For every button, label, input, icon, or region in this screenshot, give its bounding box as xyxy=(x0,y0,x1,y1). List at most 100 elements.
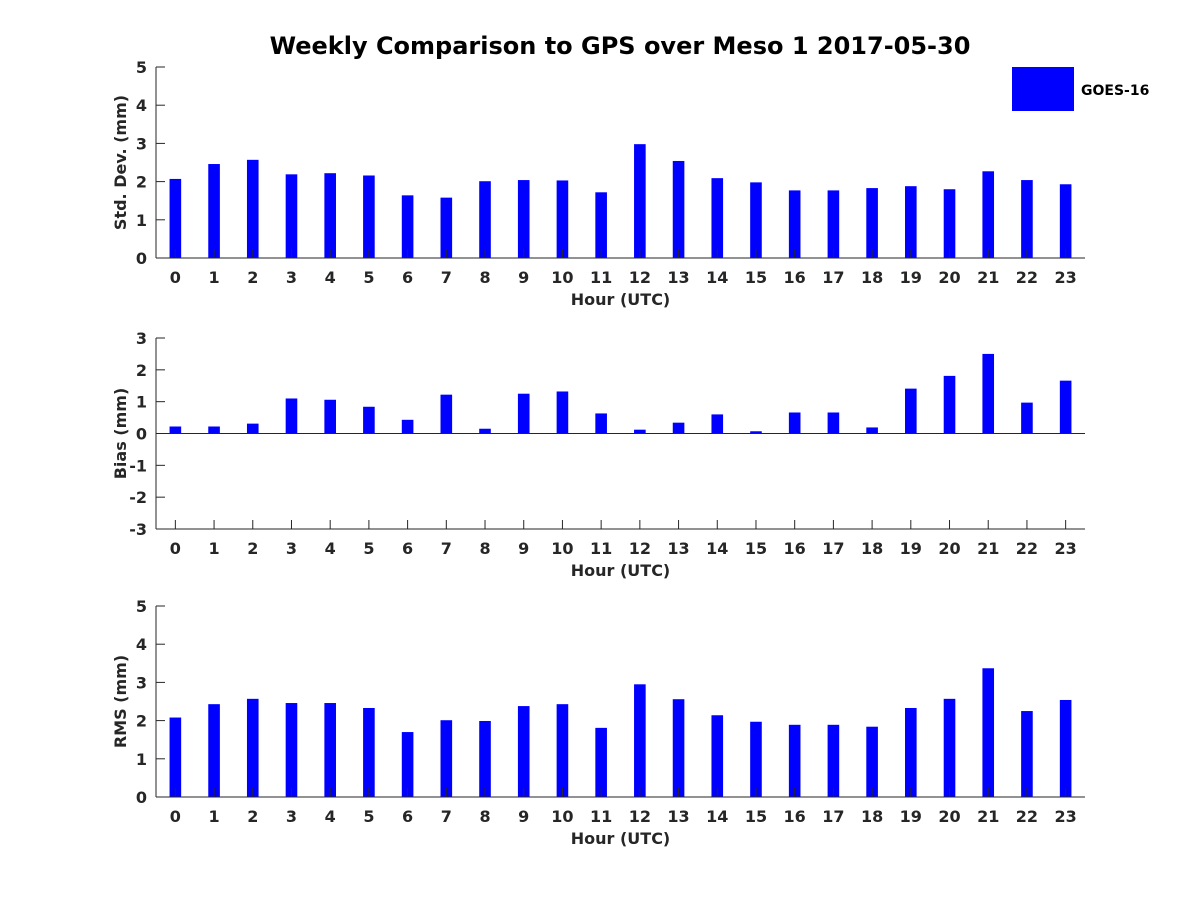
bar-panel-1-hour-18 xyxy=(866,188,878,258)
x-tick-label-panel-3: 7 xyxy=(441,807,452,826)
bar-panel-1-hour-3 xyxy=(285,174,298,258)
y-tick-label-panel-2: 3 xyxy=(136,329,147,348)
x-tick-label-panel-3: 6 xyxy=(402,807,413,826)
bar-panel-2-hour-13 xyxy=(672,422,685,434)
x-tick-label-panel-3: 23 xyxy=(1055,807,1077,826)
x-tick-label-panel-1: 7 xyxy=(441,268,452,287)
bar-panel-2-hour-14 xyxy=(711,414,724,434)
x-tick-label-panel-1: 2 xyxy=(247,268,258,287)
bar-panel-3-hour-20 xyxy=(943,698,956,797)
x-tick-label-panel-3: 10 xyxy=(551,807,573,826)
x-tick-label-panel-1: 3 xyxy=(286,268,297,287)
x-tick-label-panel-2: 8 xyxy=(479,539,490,558)
bar-panel-3-hour-16 xyxy=(788,724,801,797)
x-tick-label-panel-1: 6 xyxy=(402,268,413,287)
bar-panel-1-hour-15 xyxy=(750,182,762,258)
bar-panel-1-hour-16 xyxy=(788,190,801,258)
bar-panel-3-hour-21 xyxy=(982,668,995,797)
bar-panel-2-hour-16 xyxy=(788,412,801,434)
x-tick-label-panel-3: 5 xyxy=(363,807,374,826)
x-tick-label-panel-2: 4 xyxy=(325,539,336,558)
x-tick-label-panel-1: 12 xyxy=(629,268,651,287)
bar-panel-1-hour-11 xyxy=(595,192,607,258)
bar-panel-3-hour-9 xyxy=(517,706,530,797)
bar-panel-3-hour-5 xyxy=(363,707,375,797)
x-tick-label-panel-3: 4 xyxy=(325,807,336,826)
x-tick-label-panel-3: 20 xyxy=(938,807,960,826)
bar-panel-2-hour-17 xyxy=(827,412,840,434)
bar-panel-1-hour-14 xyxy=(711,178,724,258)
x-tick-label-panel-3: 21 xyxy=(977,807,999,826)
bar-panel-2-hour-11 xyxy=(595,413,607,434)
bar-panel-3-hour-15 xyxy=(750,721,762,797)
y-tick-label-panel-1: 1 xyxy=(136,211,147,230)
x-tick-label-panel-3: 15 xyxy=(745,807,767,826)
x-tick-label-panel-3: 17 xyxy=(822,807,844,826)
bar-panel-1-hour-13 xyxy=(672,160,685,258)
y-tick-label-panel-2: -2 xyxy=(129,488,147,507)
x-tick-label-panel-2: 10 xyxy=(551,539,573,558)
x-tick-label-panel-1: 22 xyxy=(1016,268,1038,287)
y-tick-label-panel-1: 2 xyxy=(136,173,147,192)
y-tick-label-panel-2: -1 xyxy=(129,456,147,475)
bar-panel-1-hour-21 xyxy=(982,171,995,258)
x-tick-label-panel-2: 21 xyxy=(977,539,999,558)
bar-panel-3-hour-6 xyxy=(401,732,414,797)
y-tick-label-panel-2: 0 xyxy=(136,425,147,444)
bar-panel-2-hour-1 xyxy=(208,426,220,434)
x-tick-label-panel-3: 8 xyxy=(479,807,490,826)
bar-panel-2-hour-19 xyxy=(905,388,917,434)
bar-panel-3-hour-19 xyxy=(905,707,917,797)
y-tick-label-panel-1: 3 xyxy=(136,134,147,153)
bar-panel-3-hour-23 xyxy=(1059,699,1072,797)
legend-swatch-goes-16 xyxy=(1012,67,1074,111)
x-tick-label-panel-3: 1 xyxy=(208,807,219,826)
bar-panel-1-hour-22 xyxy=(1021,180,1033,258)
y-tick-label-panel-2: -3 xyxy=(129,520,147,539)
bar-panel-2-hour-9 xyxy=(517,393,530,434)
y-tick-label-panel-3: 3 xyxy=(136,673,147,692)
x-tick-label-panel-2: 23 xyxy=(1055,539,1077,558)
bar-panel-2-hour-12 xyxy=(634,429,646,434)
bar-panel-1-hour-5 xyxy=(363,175,375,258)
bar-panel-1-hour-9 xyxy=(517,180,530,258)
legend: GOES-16 xyxy=(1012,67,1149,111)
x-tick-label-panel-1: 10 xyxy=(551,268,573,287)
bar-panel-1-hour-0 xyxy=(169,178,182,258)
bar-panel-3-hour-8 xyxy=(479,720,491,797)
x-tick-label-panel-1: 14 xyxy=(706,268,728,287)
x-tick-label-panel-3: 0 xyxy=(170,807,181,826)
x-tick-label-panel-3: 19 xyxy=(900,807,922,826)
x-tick-label-panel-2: 2 xyxy=(247,539,258,558)
x-axis-label-panel-1: Hour (UTC) xyxy=(571,290,671,309)
bar-panel-2-hour-5 xyxy=(363,406,375,434)
bar-panel-2-hour-0 xyxy=(169,426,182,434)
y-tick-label-panel-1: 0 xyxy=(136,249,147,268)
x-tick-label-panel-2: 16 xyxy=(784,539,806,558)
x-tick-label-panel-1: 19 xyxy=(900,268,922,287)
bar-panel-3-hour-2 xyxy=(246,698,259,797)
x-tick-label-panel-1: 4 xyxy=(325,268,336,287)
y-tick-label-panel-3: 5 xyxy=(136,597,147,616)
x-tick-label-panel-1: 9 xyxy=(518,268,529,287)
x-tick-label-panel-2: 15 xyxy=(745,539,767,558)
x-tick-label-panel-1: 11 xyxy=(590,268,612,287)
x-tick-label-panel-1: 15 xyxy=(745,268,767,287)
bar-panel-1-hour-6 xyxy=(401,195,414,258)
x-tick-label-panel-2: 13 xyxy=(667,539,689,558)
x-tick-label-panel-3: 9 xyxy=(518,807,529,826)
bar-panel-2-hour-18 xyxy=(866,427,878,434)
x-tick-label-panel-3: 2 xyxy=(247,807,258,826)
x-tick-label-panel-2: 22 xyxy=(1016,539,1038,558)
x-tick-label-panel-2: 11 xyxy=(590,539,612,558)
x-tick-label-panel-1: 8 xyxy=(479,268,490,287)
bar-panel-3-hour-1 xyxy=(208,704,220,797)
x-tick-label-panel-2: 14 xyxy=(706,539,728,558)
x-tick-label-panel-3: 14 xyxy=(706,807,728,826)
bar-panel-3-hour-11 xyxy=(595,727,607,797)
y-tick-label-panel-3: 4 xyxy=(136,635,147,654)
x-tick-label-panel-1: 20 xyxy=(938,268,960,287)
bar-panel-2-hour-21 xyxy=(982,353,995,434)
